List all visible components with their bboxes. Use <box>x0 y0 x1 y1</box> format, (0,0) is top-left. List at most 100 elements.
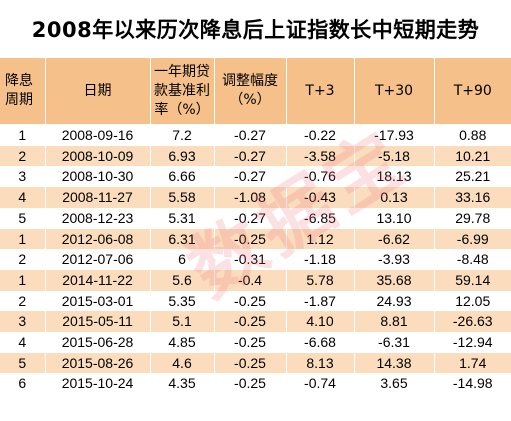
cell-t90: -12.94 <box>434 332 511 353</box>
table-row: 6 2015-10-24 4.35 -0.25 -0.74 3.65 -14.98 <box>0 373 511 395</box>
cell-t3: -6.85 <box>286 207 355 229</box>
cell-adjustment: -0.27 <box>214 166 287 188</box>
cell-adjustment: -0.25 <box>214 228 287 250</box>
table-body: 1 2008-09-16 7.2 -0.27 -0.22 -17.93 0.88 2 2008-… <box>0 124 511 395</box>
table-row: 2 2015-03-01 5.35 -0.25 -1.87 24.93 12.05 <box>0 290 511 312</box>
cell-date: 2014-11-22 <box>45 269 151 291</box>
table-row: 1 2008-09-16 7.2 -0.27 -0.22 -17.93 0.88 <box>0 124 511 146</box>
table-row: 2 2012-07-06 6 -0.31 -1.18 -3.93 -8.48 <box>0 249 511 270</box>
cell-t90: 10.21 <box>434 145 511 167</box>
table-row: 4 2008-11-27 5.58 -1.08 -0.43 0.13 33.16 <box>0 187 511 208</box>
header-rate: 一年期贷款基准利率（%） <box>150 58 215 125</box>
cell-t30: 3.65 <box>354 373 435 395</box>
cell-cycle: 3 <box>0 166 46 188</box>
cell-date: 2015-05-11 <box>45 311 151 333</box>
cell-date: 2008-12-23 <box>45 207 151 229</box>
cell-t30: 14.38 <box>354 352 435 374</box>
cell-adjustment: -0.4 <box>214 269 287 291</box>
table-row: 3 2015-05-11 5.1 -0.25 4.10 8.81 -26.63 <box>0 311 511 333</box>
cell-t90: 29.78 <box>434 207 511 229</box>
cell-t90: -14.98 <box>434 373 511 395</box>
cell-t3: -0.43 <box>286 187 355 208</box>
cell-t30: 18.13 <box>354 166 435 188</box>
cell-date: 2015-10-24 <box>45 373 151 395</box>
cell-cycle: 1 <box>0 228 46 250</box>
cell-t3: -0.76 <box>286 166 355 188</box>
cell-t90: -26.63 <box>434 311 511 333</box>
cell-t3: -1.18 <box>286 249 355 270</box>
table-row: 1 2012-06-08 6.31 -0.25 1.12 -6.62 -6.99 <box>0 228 511 250</box>
cell-cycle: 5 <box>0 207 46 229</box>
cell-cycle: 2 <box>0 249 46 270</box>
cell-rate: 6.93 <box>150 145 215 167</box>
cell-t90: -8.48 <box>434 249 511 270</box>
cell-t3: -6.68 <box>286 332 355 353</box>
cell-adjustment: -0.25 <box>214 352 287 374</box>
cell-cycle: 2 <box>0 145 46 167</box>
cell-rate: 5.31 <box>150 207 215 229</box>
table-row: 5 2015-08-26 4.6 -0.25 8.13 14.38 1.74 <box>0 352 511 374</box>
cell-t30: -17.93 <box>354 124 435 146</box>
cell-t30: 24.93 <box>354 290 435 312</box>
header-t90: T+90 <box>434 58 511 125</box>
cell-t30: -6.31 <box>354 332 435 353</box>
cell-rate: 7.2 <box>150 124 215 146</box>
cell-rate: 6.66 <box>150 166 215 188</box>
cell-t3: -3.58 <box>286 145 355 167</box>
cell-adjustment: -0.25 <box>214 290 287 312</box>
header-date: 日期 <box>45 58 151 125</box>
cell-rate: 4.85 <box>150 332 215 353</box>
cell-cycle: 5 <box>0 352 46 374</box>
cell-date: 2015-08-26 <box>45 352 151 374</box>
cell-rate: 4.6 <box>150 352 215 374</box>
cell-rate: 5.35 <box>150 290 215 312</box>
cell-t30: 8.81 <box>354 311 435 333</box>
cell-t3: -0.74 <box>286 373 355 395</box>
cell-cycle: 4 <box>0 187 46 208</box>
cell-adjustment: -0.25 <box>214 311 287 333</box>
cell-adjustment: -0.27 <box>214 124 287 146</box>
cell-date: 2015-03-01 <box>45 290 151 312</box>
cell-t90: 12.05 <box>434 290 511 312</box>
cell-date: 2012-07-06 <box>45 249 151 270</box>
cell-t30: 0.13 <box>354 187 435 208</box>
cell-rate: 5.58 <box>150 187 215 208</box>
cell-t30: 35.68 <box>354 269 435 291</box>
cell-rate: 5.6 <box>150 269 215 291</box>
cell-t3: -0.22 <box>286 124 355 146</box>
cell-cycle: 1 <box>0 269 46 291</box>
cell-rate: 6 <box>150 249 215 270</box>
cell-adjustment: -0.25 <box>214 373 287 395</box>
cell-adjustment: -0.25 <box>214 332 287 353</box>
cell-t30: 13.10 <box>354 207 435 229</box>
cell-date: 2008-10-30 <box>45 166 151 188</box>
cell-rate: 6.31 <box>150 228 215 250</box>
header-row: 降息周期 日期 一年期贷款基准利率（%） 调整幅度（%） T+3 T+30 T+… <box>0 58 511 125</box>
header-t3: T+3 <box>286 58 355 125</box>
cell-date: 2008-09-16 <box>45 124 151 146</box>
cell-adjustment: -1.08 <box>214 187 287 208</box>
cell-t30: -5.18 <box>354 145 435 167</box>
cell-t30: -6.62 <box>354 228 435 250</box>
header-adjustment: 调整幅度（%） <box>214 58 287 125</box>
cell-t90: 25.21 <box>434 166 511 188</box>
cell-date: 2008-10-09 <box>45 145 151 167</box>
rate-cut-table: 降息周期 日期 一年期贷款基准利率（%） 调整幅度（%） T+3 T+30 T+… <box>0 58 511 395</box>
cell-t90: -6.99 <box>434 228 511 250</box>
header-cycle: 降息周期 <box>0 58 46 125</box>
cell-date: 2008-11-27 <box>45 187 151 208</box>
cell-t30: -3.93 <box>354 249 435 270</box>
cell-t3: 4.10 <box>286 311 355 333</box>
cell-adjustment: -0.31 <box>214 249 287 270</box>
cell-cycle: 6 <box>0 373 46 395</box>
table-title: 2008年以来历次降息后上证指数长中短期走势 <box>31 18 480 42</box>
cell-t3: -1.87 <box>286 290 355 312</box>
cell-t90: 59.14 <box>434 269 511 291</box>
table-row: 2 2008-10-09 6.93 -0.27 -3.58 -5.18 10.21 <box>0 145 511 167</box>
cell-t90: 0.88 <box>434 124 511 146</box>
cell-rate: 5.1 <box>150 311 215 333</box>
cell-date: 2012-06-08 <box>45 228 151 250</box>
table-row: 5 2008-12-23 5.31 -0.27 -6.85 13.10 29.78 <box>0 207 511 229</box>
cell-cycle: 2 <box>0 290 46 312</box>
